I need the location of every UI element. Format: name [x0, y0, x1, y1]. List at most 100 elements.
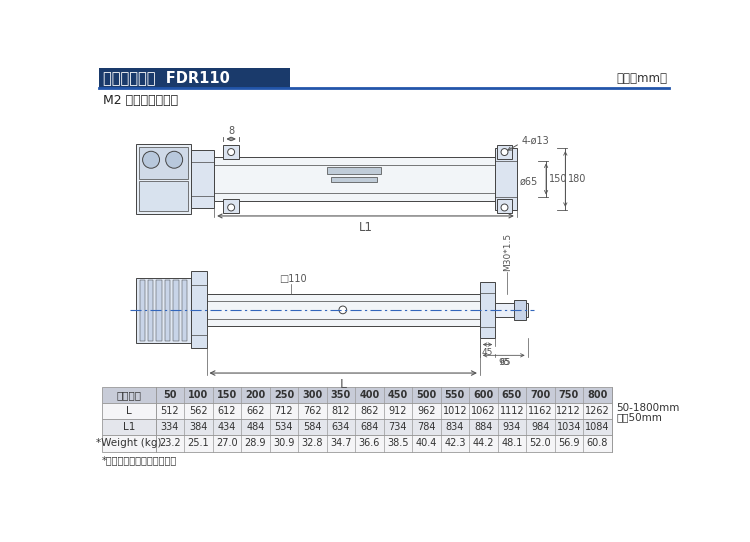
Bar	[102, 435, 611, 451]
Text: 650: 650	[502, 390, 522, 400]
Bar	[191, 150, 214, 208]
Text: 800: 800	[587, 390, 608, 400]
Text: 662: 662	[246, 406, 265, 416]
Text: 984: 984	[531, 422, 550, 433]
Text: 712: 712	[274, 406, 293, 416]
Text: 350: 350	[331, 390, 351, 400]
Bar	[496, 199, 512, 213]
Text: 直线式外形图  FDR110: 直线式外形图 FDR110	[104, 70, 230, 86]
Text: 95: 95	[498, 358, 509, 367]
Text: 500: 500	[416, 390, 436, 400]
Bar	[182, 280, 188, 341]
Text: 65: 65	[499, 358, 511, 367]
Circle shape	[228, 149, 235, 156]
Text: *Weight (kg): *Weight (kg)	[96, 438, 161, 448]
Circle shape	[501, 149, 508, 156]
Text: 250: 250	[274, 390, 294, 400]
Bar	[328, 167, 381, 175]
Text: 150: 150	[217, 390, 237, 400]
Text: 400: 400	[359, 390, 380, 400]
Text: 52.0: 52.0	[530, 438, 551, 448]
Text: 834: 834	[446, 422, 464, 433]
Circle shape	[501, 204, 508, 211]
Text: 36.6: 36.6	[358, 438, 380, 448]
Text: 1012: 1012	[442, 406, 467, 416]
Text: 4-ø13: 4-ø13	[521, 136, 549, 145]
Text: 334: 334	[160, 422, 179, 433]
Text: 634: 634	[332, 422, 350, 433]
Bar	[136, 278, 191, 343]
Text: 512: 512	[160, 406, 179, 416]
Text: 23.2: 23.2	[159, 438, 181, 448]
Circle shape	[166, 151, 183, 168]
Bar	[514, 300, 526, 320]
Bar	[139, 147, 188, 179]
Text: 间隔50mm: 间隔50mm	[616, 412, 662, 422]
Text: 200: 200	[245, 390, 266, 400]
Bar	[173, 280, 178, 341]
Bar	[214, 157, 495, 201]
Text: 32.8: 32.8	[302, 438, 323, 448]
Text: 962: 962	[417, 406, 436, 416]
Bar	[102, 403, 611, 420]
Text: □110: □110	[279, 274, 307, 283]
Bar	[496, 145, 512, 159]
Bar	[224, 145, 238, 159]
Text: 100: 100	[188, 390, 209, 400]
Text: 44.2: 44.2	[472, 438, 494, 448]
Text: 550: 550	[445, 390, 465, 400]
Text: 912: 912	[388, 406, 407, 416]
Text: 600: 600	[473, 390, 494, 400]
Bar	[332, 177, 377, 182]
Text: 1162: 1162	[528, 406, 553, 416]
Text: 700: 700	[530, 390, 550, 400]
Circle shape	[142, 151, 160, 168]
Text: 784: 784	[417, 422, 436, 433]
Text: L1: L1	[122, 422, 135, 433]
Text: 450: 450	[388, 390, 408, 400]
Text: 484: 484	[246, 422, 265, 433]
Text: 38.5: 38.5	[387, 438, 409, 448]
Bar	[495, 148, 517, 210]
Text: L: L	[126, 406, 131, 416]
Text: 48.1: 48.1	[501, 438, 523, 448]
Circle shape	[228, 204, 235, 211]
Text: 934: 934	[503, 422, 521, 433]
Text: 562: 562	[189, 406, 208, 416]
Bar	[206, 294, 480, 326]
Text: 有效行程: 有效行程	[116, 390, 141, 400]
Text: 50-1800mm: 50-1800mm	[616, 403, 680, 413]
Text: 30.9: 30.9	[273, 438, 295, 448]
Text: 884: 884	[474, 422, 493, 433]
Bar	[139, 180, 188, 211]
Text: 34.7: 34.7	[330, 438, 352, 448]
Circle shape	[339, 306, 346, 314]
Text: 612: 612	[217, 406, 236, 416]
Bar	[480, 282, 495, 338]
Text: 50: 50	[164, 390, 177, 400]
Text: 384: 384	[189, 422, 208, 433]
Text: 60.8: 60.8	[586, 438, 608, 448]
Text: M2 底板式安装方式: M2 底板式安装方式	[104, 94, 178, 107]
Bar	[148, 280, 153, 341]
Text: 762: 762	[303, 406, 322, 416]
Bar	[191, 272, 206, 349]
Text: 25.1: 25.1	[188, 438, 209, 448]
Text: 56.9: 56.9	[558, 438, 580, 448]
Bar	[136, 144, 191, 214]
Text: 28.9: 28.9	[244, 438, 266, 448]
Bar	[102, 420, 611, 435]
Text: 584: 584	[303, 422, 322, 433]
Text: *重量不包含电机自身重量。: *重量不包含电机自身重量。	[102, 455, 177, 466]
Text: 单位（mm）: 单位（mm）	[616, 72, 667, 85]
Bar	[495, 303, 527, 317]
Text: 1112: 1112	[500, 406, 524, 416]
Text: 812: 812	[332, 406, 350, 416]
Text: 734: 734	[388, 422, 407, 433]
Text: 40.4: 40.4	[416, 438, 437, 448]
Text: M30*1.5: M30*1.5	[503, 233, 512, 270]
Text: 300: 300	[302, 390, 322, 400]
Text: 1034: 1034	[556, 422, 581, 433]
Text: 45: 45	[482, 347, 494, 357]
Text: L: L	[340, 378, 346, 391]
